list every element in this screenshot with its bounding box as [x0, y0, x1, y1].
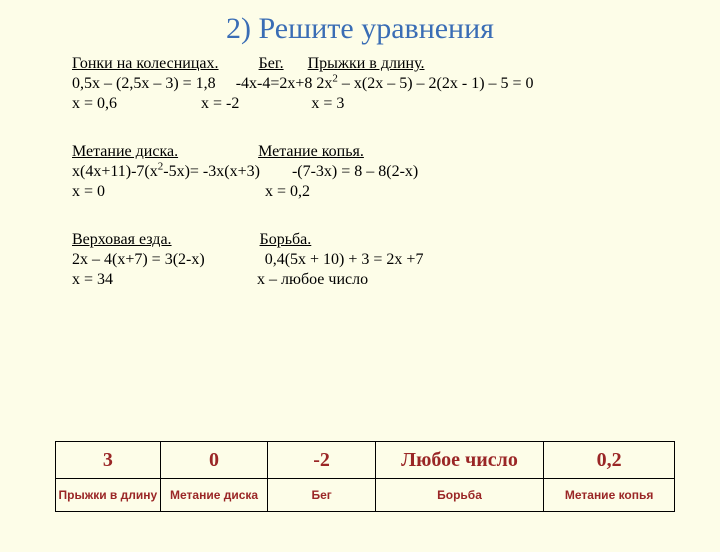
heading-longjump: Прыжки в длину. — [308, 55, 425, 72]
table-row: 3 0 -2 Любое число 0,2 — [56, 442, 675, 479]
sol-2a: х = 0 — [72, 183, 105, 200]
answer-label-5: Метание копья — [544, 479, 675, 512]
eq-1b: -4х-4=2х+8 — [236, 75, 313, 92]
sol-2b: х = 0,2 — [265, 183, 310, 200]
heading-riding: Верховая езда. — [72, 231, 172, 248]
answer-label-4: Борьба — [375, 479, 543, 512]
answer-table-wrap: 3 0 -2 Любое число 0,2 Прыжки в длину Ме… — [55, 441, 675, 512]
equations-block-1: Гонки на колесницах. Бег. Прыжки в длину… — [72, 54, 680, 114]
table-row: Прыжки в длину Метание диска Бег Борьба … — [56, 479, 675, 512]
answer-value-5: 0,2 — [544, 442, 675, 479]
eq-3b: 0,4(5х + 10) + 3 = 2х +7 — [265, 251, 424, 268]
answer-label-3: Бег — [268, 479, 375, 512]
answer-value-2: 0 — [160, 442, 268, 479]
answer-value-4: Любое число — [375, 442, 543, 479]
answer-label-1: Прыжки в длину — [56, 479, 161, 512]
equations-content: Гонки на колесницах. Бег. Прыжки в длину… — [72, 54, 680, 290]
eq-2b: -(7-3х) = 8 – 8(2-х) — [292, 163, 418, 180]
answer-label-2: Метание диска — [160, 479, 268, 512]
answer-table: 3 0 -2 Любое число 0,2 Прыжки в длину Ме… — [55, 441, 675, 512]
answer-value-1: 3 — [56, 442, 161, 479]
heading-discus: Метание диска. — [72, 143, 178, 160]
eq-3a: 2х – 4(х+7) = 3(2-х) — [72, 251, 205, 268]
heading-running: Бег. — [259, 55, 284, 72]
sol-3b: х – любое число — [257, 271, 368, 288]
slide-title: 2) Решите уравнения — [0, 12, 720, 46]
eq-2a-left: х(4х+11)-7(х — [72, 163, 158, 180]
equations-block-3: Верховая езда. Борьба. 2х – 4(х+7) = 3(2… — [72, 230, 680, 290]
eq-1c-right: – х(2х – 5) – 2(2х - 1) – 5 = 0 — [338, 75, 534, 92]
eq-1a: 0,5х – (2,5х – 3) = 1,8 — [72, 75, 216, 92]
answer-value-3: -2 — [268, 442, 375, 479]
heading-javelin: Метание копья. — [258, 143, 364, 160]
sol-1b: х = -2 — [201, 95, 239, 112]
eq-1c-left: 2х — [316, 75, 332, 92]
eq-2a-right: -5х)= -3х(х+3) — [163, 163, 260, 180]
heading-wrestling: Борьба. — [260, 231, 312, 248]
heading-chariots: Гонки на колесницах. — [72, 55, 219, 72]
sol-1c: х = 3 — [311, 95, 344, 112]
sol-1a: х = 0,6 — [72, 95, 117, 112]
sol-3a: х = 34 — [72, 271, 113, 288]
equations-block-2: Метание диска. Метание копья. х(4х+11)-7… — [72, 142, 680, 202]
